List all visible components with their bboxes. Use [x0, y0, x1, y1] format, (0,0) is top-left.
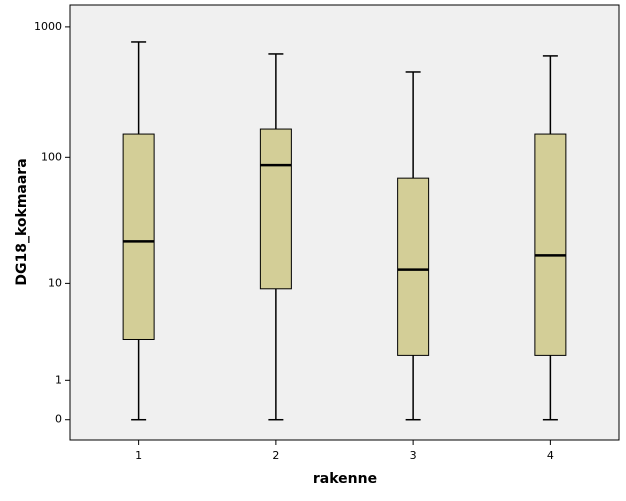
y-tick-label: 1: [55, 373, 62, 386]
y-tick-label: 0: [55, 413, 62, 426]
box: [534, 133, 567, 356]
box: [397, 177, 430, 356]
y-tick-label: 1000: [34, 20, 62, 33]
y-tick-label: 100: [41, 150, 62, 163]
x-axis-label: rakenne: [313, 471, 377, 487]
x-tick-label: 3: [410, 449, 417, 462]
plot-area: [69, 4, 620, 441]
x-tick-label: 1: [135, 449, 142, 462]
y-axis-label: DG18_kokmaara: [14, 158, 30, 285]
x-tick-label: 4: [547, 449, 554, 462]
box: [259, 128, 292, 290]
box: [122, 133, 155, 340]
x-tick-label: 2: [272, 449, 279, 462]
y-tick-label: 10: [48, 276, 62, 289]
